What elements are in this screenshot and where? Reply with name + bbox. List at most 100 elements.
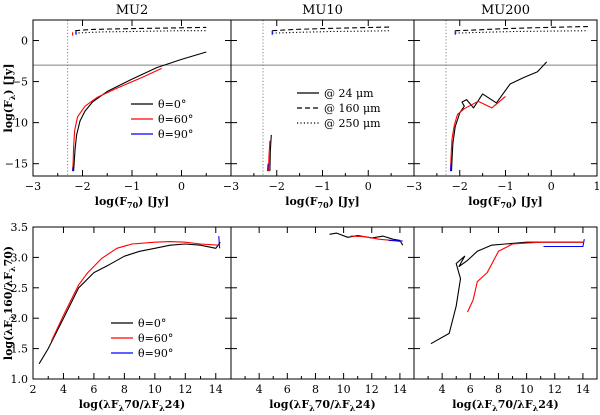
y-tick-label: −10 xyxy=(5,117,28,130)
x-tick-label: 14 xyxy=(576,383,590,396)
y-tick-label: −15 xyxy=(5,158,28,171)
y-tick-label: 2.5 xyxy=(11,282,29,295)
x-tick-label: −1 xyxy=(314,180,330,193)
plot-frame xyxy=(230,226,415,380)
series-line-2 xyxy=(218,236,221,249)
series-group xyxy=(267,26,392,172)
series-group xyxy=(38,236,221,365)
y-axis-label: log(λFλ160/λFλ70) xyxy=(2,246,17,360)
x-tick-label: 14 xyxy=(393,383,407,396)
y-tick-label: −5 xyxy=(12,76,28,89)
series-line-0 xyxy=(430,241,583,345)
series-line-2 xyxy=(267,163,269,172)
series-group xyxy=(430,239,585,345)
series-line-4 xyxy=(272,30,392,34)
plot-frame xyxy=(413,19,598,177)
series-line-0 xyxy=(450,61,548,172)
x-tick-label: 0 xyxy=(178,180,185,193)
plot-frame xyxy=(32,226,232,380)
series-group xyxy=(329,232,404,246)
series-line-2 xyxy=(72,166,74,172)
legend-label: θ=0° xyxy=(138,317,166,330)
x-tick-label: 2 xyxy=(30,383,37,396)
panel-bottom-1: 2 4 6 8 10 12 14 1.0 1.5 2.0 2.5 3.0 3.5 log(λFλ70/λF… xyxy=(2,221,232,413)
x-tick-label: 8 xyxy=(121,383,128,396)
panel-title: MU10 xyxy=(302,3,343,18)
x-tick-label: 10 xyxy=(337,383,351,396)
x-tick-label: 8 xyxy=(312,383,319,396)
legend: θ=0° θ=60° θ=90° xyxy=(111,317,173,360)
panel-title: MU2 xyxy=(116,3,149,18)
x-tick-label: −2 xyxy=(452,180,468,193)
legend-label: θ=90° xyxy=(138,347,173,360)
series-line-3 xyxy=(455,26,588,32)
y-axis-label: log(Fλ) [Jy] xyxy=(2,64,17,133)
x-tick-label: 8 xyxy=(495,383,502,396)
x-tick-label: 6 xyxy=(467,383,474,396)
plot-frame xyxy=(230,19,415,177)
x-tick-label: 14 xyxy=(209,383,223,396)
x-tick-label: −2 xyxy=(74,180,90,193)
x-tick-label: −2 xyxy=(269,180,285,193)
y-tick-label: 0 xyxy=(21,35,28,48)
series-line-2 xyxy=(543,239,585,248)
series-line-0 xyxy=(73,51,207,172)
series-group xyxy=(450,26,588,172)
panel-bottom-3: 4 6 8 10 12 14 log(λFλ70/λFλ24) xyxy=(413,226,598,413)
panel-top-3: −3 −2 −1 0 1 MU200 log(F70) [Jy] xyxy=(406,3,600,210)
panel-title: MU200 xyxy=(481,3,530,18)
x-tick-label: 6 xyxy=(90,383,97,396)
plot-frame xyxy=(32,19,232,177)
legend-label: θ=0° xyxy=(158,98,186,111)
y-tick-label: 3.0 xyxy=(11,251,29,264)
panel-bottom-2: 4 6 8 10 12 14 log(λFλ70/λFλ24) xyxy=(230,226,415,413)
x-tick-label: 12 xyxy=(548,383,562,396)
series-line-4 xyxy=(75,30,207,34)
x-tick-label: 6 xyxy=(284,383,291,396)
series-line-3 xyxy=(75,26,207,32)
series-line-1 xyxy=(467,241,583,313)
x-tick-label: 10 xyxy=(520,383,534,396)
legend-label: θ=60° xyxy=(158,113,193,126)
y-tick-label: 3.5 xyxy=(11,221,29,234)
plot-frame xyxy=(413,226,598,380)
x-tick-label: −3 xyxy=(406,180,422,193)
x-tick-label: −1 xyxy=(124,180,140,193)
series-group xyxy=(72,26,207,172)
legend-label: @ 160 μm xyxy=(324,102,381,115)
x-tick-label: −3 xyxy=(25,180,41,193)
series-line-1 xyxy=(72,67,162,172)
series-line-0 xyxy=(329,232,404,246)
legend-label: @ 24 μm xyxy=(324,87,374,100)
x-axis-label: log(F70) [Jy] xyxy=(95,195,169,210)
series-line-0 xyxy=(269,134,272,172)
series-line-4 xyxy=(455,30,588,34)
x-axis-label: log(F70) [Jy] xyxy=(468,195,542,210)
x-tick-label: 4 xyxy=(60,383,67,396)
legend-label: @ 250 μm xyxy=(324,117,381,130)
legend-label: θ=60° xyxy=(138,332,173,345)
x-tick-label: 1 xyxy=(594,180,600,193)
legend-label: θ=90° xyxy=(158,128,193,141)
x-tick-label: 12 xyxy=(365,383,379,396)
series-line-2 xyxy=(450,163,452,172)
series-line-1 xyxy=(450,95,506,172)
x-tick-label: 0 xyxy=(365,180,372,193)
y-tick-label: 2.0 xyxy=(11,312,29,325)
x-tick-label: −3 xyxy=(223,180,239,193)
x-tick-label: 10 xyxy=(148,383,162,396)
x-axis-label: log(λFλ70/λFλ24) xyxy=(79,398,186,413)
series-line-3 xyxy=(272,26,392,32)
x-tick-label: 4 xyxy=(439,383,446,396)
series-line-1 xyxy=(267,140,271,172)
x-axis-label: log(λFλ70/λFλ24) xyxy=(269,398,376,413)
x-axis-label: log(F70) [Jy] xyxy=(285,195,359,210)
legend: θ=0° θ=60° θ=90° xyxy=(131,98,193,141)
y-tick-label: 1.5 xyxy=(11,343,29,356)
y-tick-label: 1.0 xyxy=(11,373,29,386)
x-tick-label: 0 xyxy=(548,180,555,193)
legend: @ 24 μm @ 160 μm @ 250 μm xyxy=(297,87,381,130)
